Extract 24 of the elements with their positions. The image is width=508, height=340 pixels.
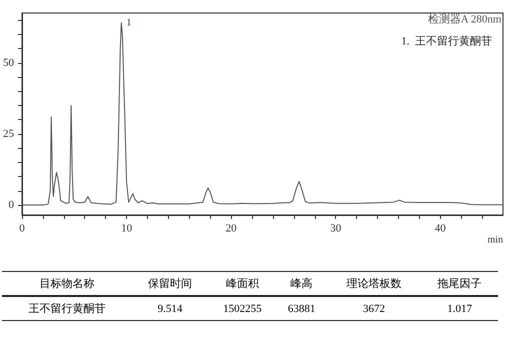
y-tick-label: 25 bbox=[3, 128, 14, 140]
text: 峰高 bbox=[290, 276, 314, 292]
text: 1.017 bbox=[446, 302, 473, 316]
annotation: 1. 王不留行黄酮苷 bbox=[401, 34, 492, 48]
text: 3672 bbox=[362, 302, 386, 316]
text: 1502255 bbox=[222, 302, 263, 316]
text: 峰面积 bbox=[224, 277, 260, 292]
x-tick-label: 0 bbox=[19, 222, 26, 234]
annotation: 1 bbox=[126, 17, 132, 28]
text: 王不留行黄酮苷 bbox=[27, 302, 106, 317]
x-tick-label: 10 bbox=[121, 222, 133, 234]
x-axis-title: min bbox=[487, 234, 503, 246]
text: 9.514 bbox=[156, 302, 184, 316]
text: 保留时间 bbox=[146, 277, 193, 292]
text: 拖尾因子 bbox=[436, 277, 483, 292]
y-tick-label: 50 bbox=[3, 56, 14, 69]
annotation: 检测器A 280nm bbox=[428, 14, 502, 26]
text: 63881 bbox=[286, 302, 316, 316]
y-tick-label: 0 bbox=[8, 199, 14, 212]
x-tick-label: 30 bbox=[330, 222, 342, 234]
x-tick-label: 20 bbox=[226, 222, 238, 234]
x-tick-label: 40 bbox=[434, 222, 446, 234]
text: 目标物名称 bbox=[38, 277, 96, 292]
text: 理论塔板数 bbox=[345, 277, 402, 292]
